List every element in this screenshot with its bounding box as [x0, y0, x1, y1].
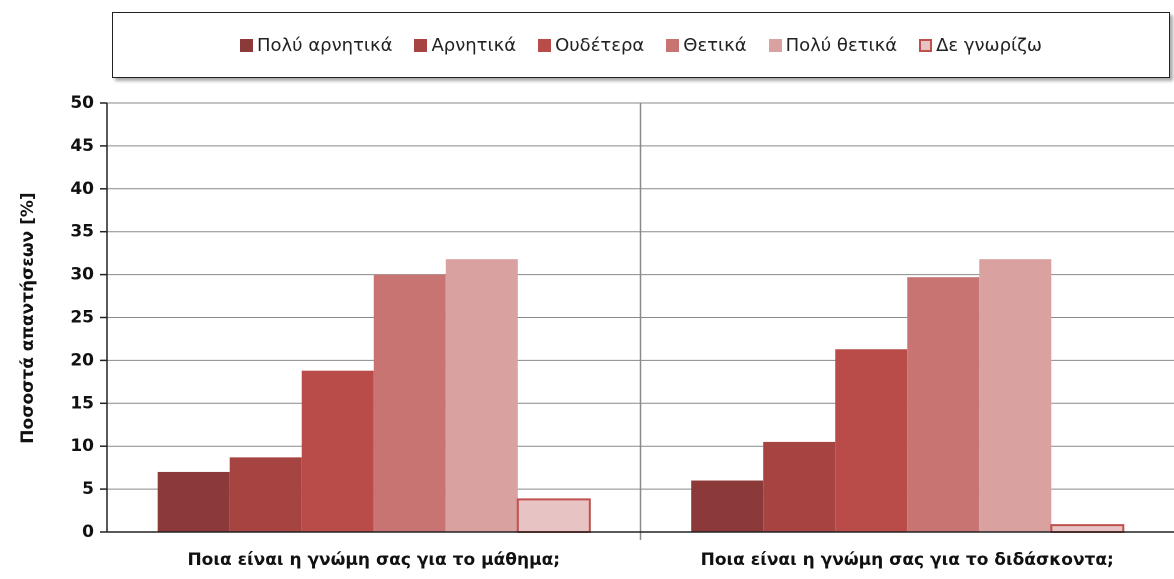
legend-swatch	[768, 38, 782, 52]
y-tick-label: 20	[70, 350, 94, 370]
bar	[157, 471, 230, 532]
bar	[691, 480, 764, 532]
legend-label: Θετικά	[683, 34, 747, 56]
bar	[907, 277, 980, 532]
bar	[445, 259, 518, 532]
y-tick-label: 10	[70, 436, 94, 456]
legend-swatch	[919, 38, 933, 52]
bar	[373, 274, 446, 532]
y-axis-label: Ποσοστά απαντήσεων [%]	[18, 192, 38, 443]
legend-item: Δε γνωρίζω	[919, 35, 1042, 56]
y-tick-label: 0	[82, 522, 94, 542]
legend-label: Ουδέτερα	[555, 34, 645, 56]
legend-swatch	[538, 38, 552, 52]
bar	[301, 370, 374, 532]
legend-item: Ουδέτερα	[538, 35, 644, 56]
legend-label: Αρνητικά	[431, 34, 517, 56]
bar	[1050, 524, 1125, 533]
legend-swatch	[239, 38, 253, 52]
legend-label: Πολύ αρνητικά	[256, 34, 393, 56]
legend-label: Δε γνωρίζω	[936, 34, 1043, 56]
legend-item: Αρνητικά	[414, 35, 516, 56]
legend-item: Θετικά	[666, 34, 747, 56]
legend-swatch	[414, 38, 428, 52]
legend-swatch	[666, 38, 680, 52]
legend-item: Πολύ θετικά	[768, 34, 898, 56]
y-tick-label: 30	[70, 265, 94, 285]
y-tick-label: 50	[70, 93, 94, 113]
bar	[229, 457, 302, 532]
y-tick-label: 35	[70, 222, 94, 242]
x-tick-label: Ποια είναι η γνώμη σας για το διδάσκοντα…	[701, 550, 1114, 570]
legend-item: Πολύ αρνητικά	[239, 34, 393, 56]
legend: Πολύ αρνητικά Αρνητικά Ουδέτερα Θετικά Πολύ …	[112, 12, 1170, 78]
bar	[763, 441, 836, 532]
bar	[516, 498, 591, 533]
bar	[835, 349, 908, 532]
y-tick-label: 40	[70, 179, 94, 199]
y-tick-label: 15	[70, 393, 94, 413]
y-tick-label: 5	[82, 479, 94, 499]
legend-label: Πολύ θετικά	[785, 34, 898, 56]
x-tick-label: Ποια είναι η γνώμη σας για το μάθημα;	[187, 550, 560, 570]
bar	[979, 259, 1052, 532]
y-tick-label: 45	[70, 136, 94, 156]
y-tick-label: 25	[70, 308, 94, 328]
